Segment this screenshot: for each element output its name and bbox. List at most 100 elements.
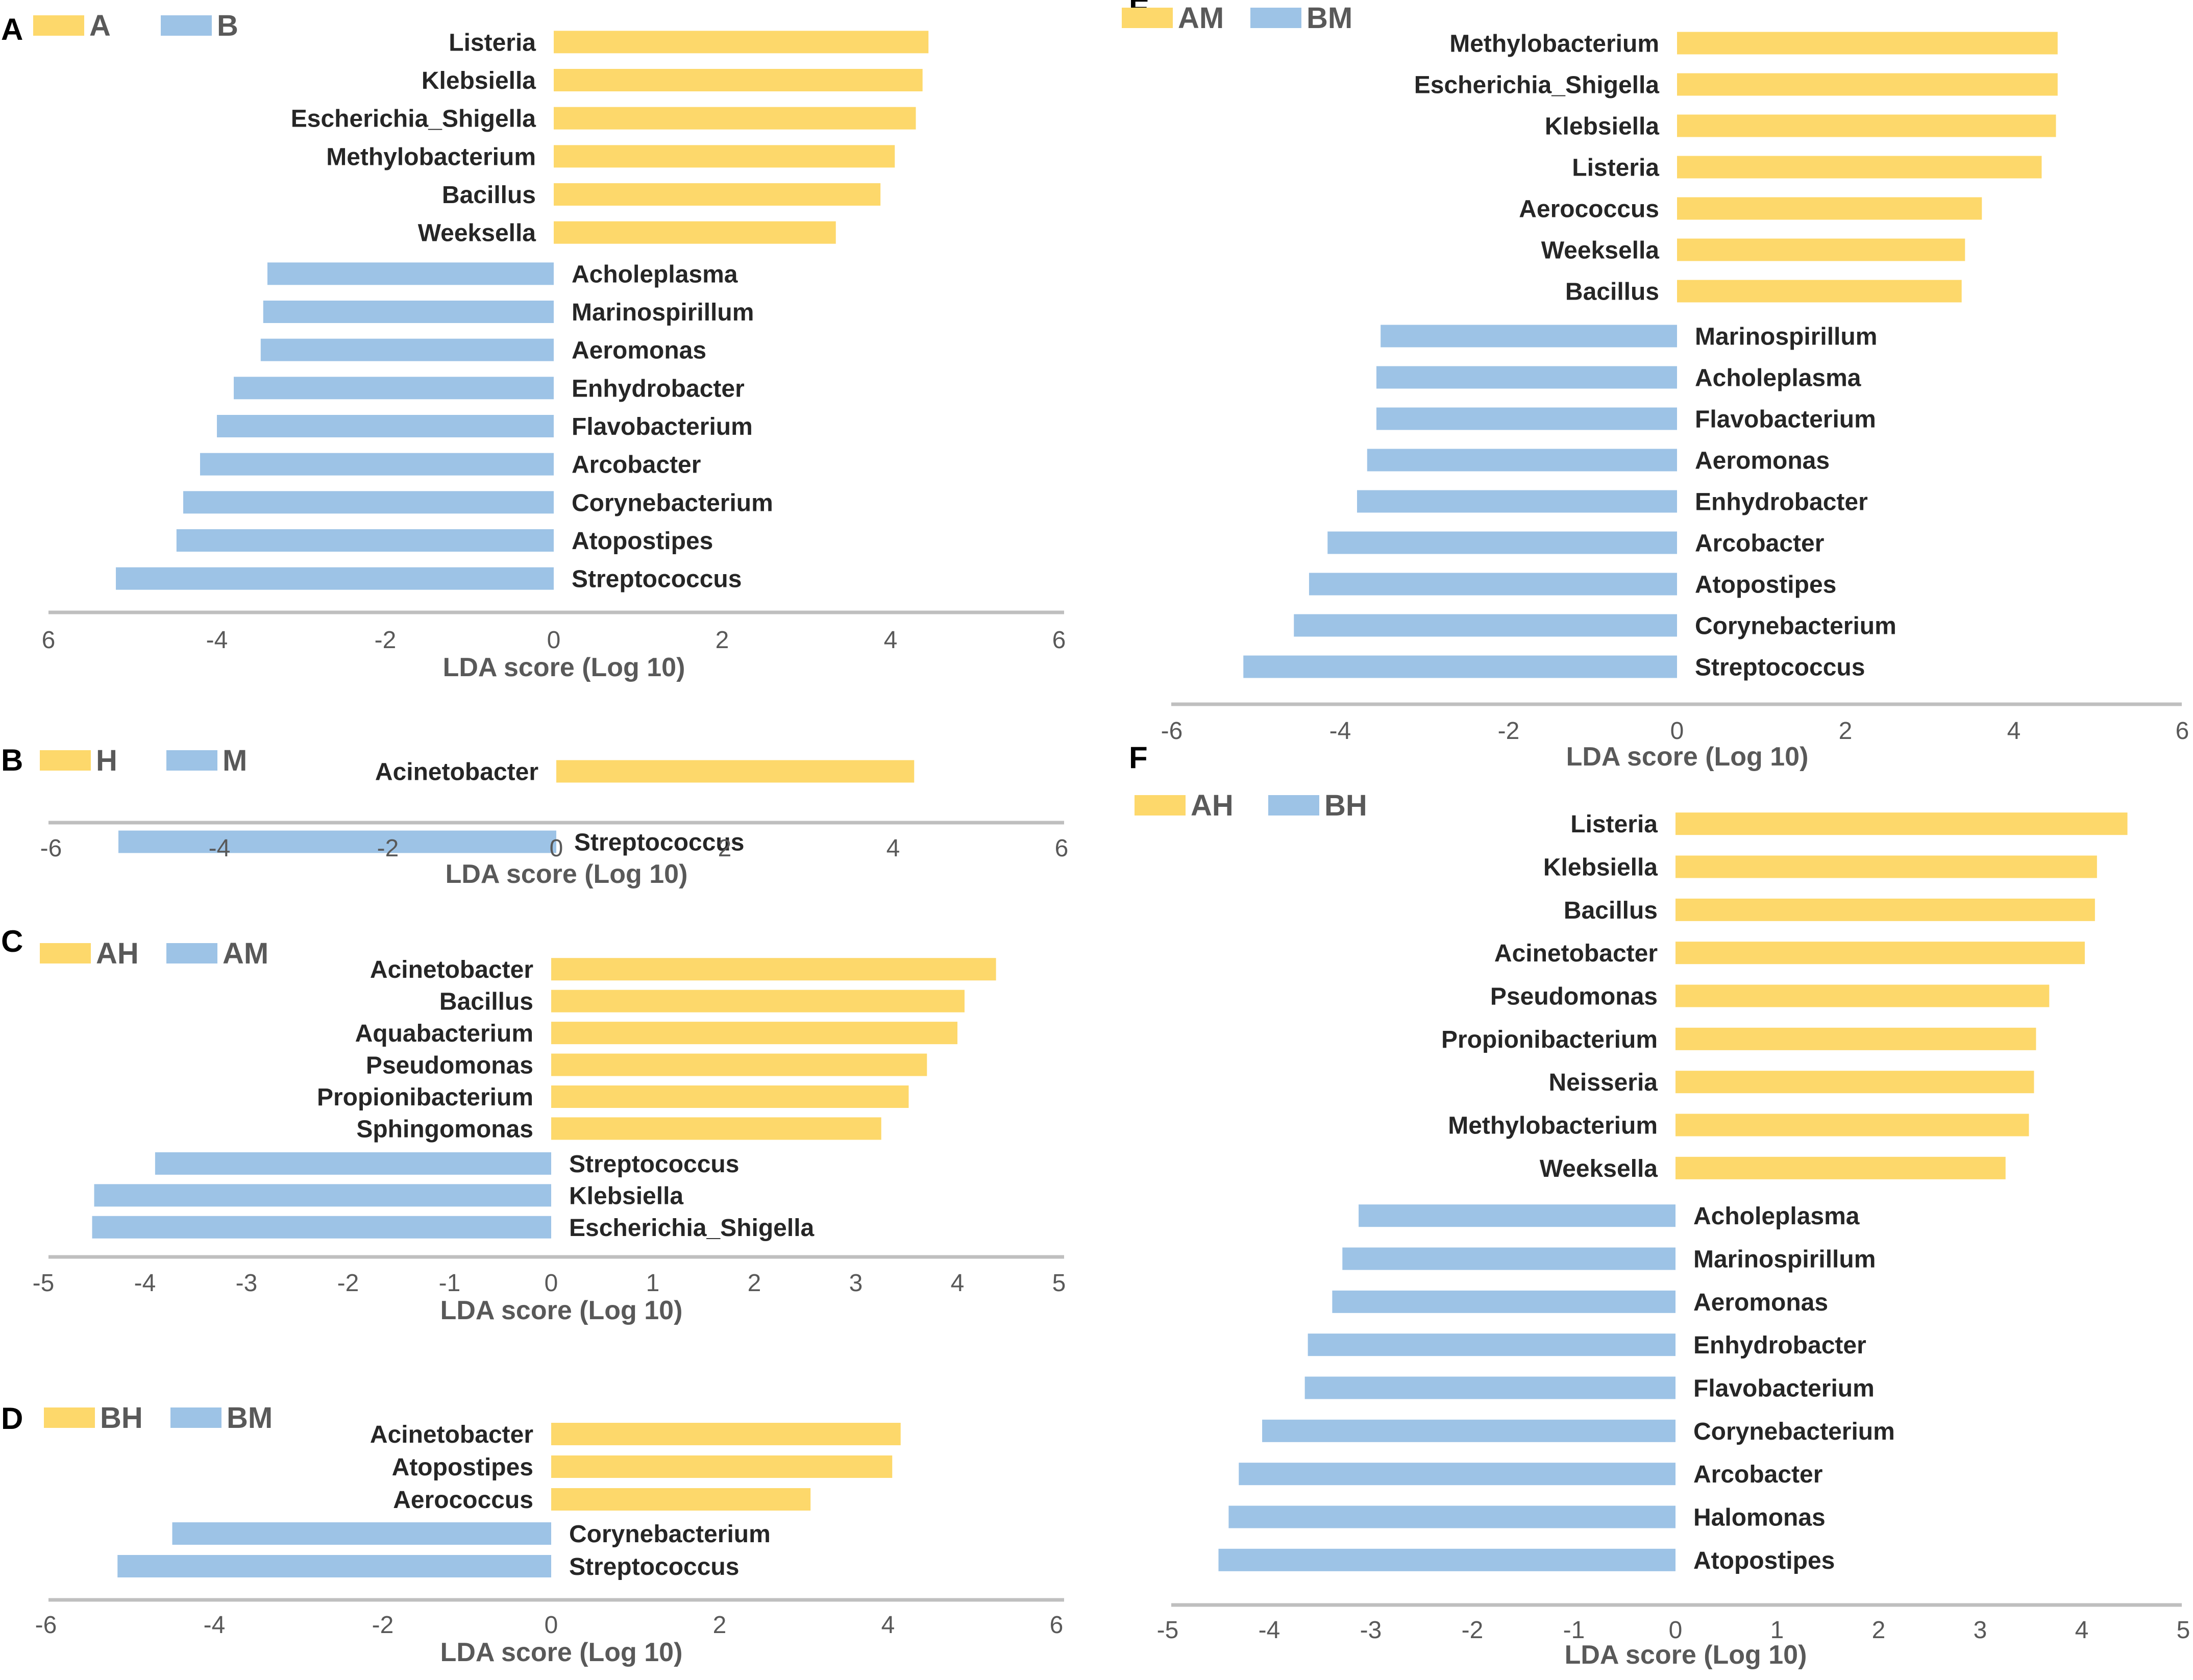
bar-positive [556, 760, 915, 783]
bar-label: Atopostipes [392, 1454, 533, 1481]
legend-swatch [33, 15, 84, 36]
legend-swatch [166, 943, 217, 963]
x-tick-label: 3 [1974, 1617, 1987, 1644]
bar-label: Arcobacter [572, 452, 701, 479]
x-tick-label: 2 [718, 835, 732, 862]
x-tick-label: 0 [550, 835, 563, 862]
bar-label: Streptococcus [572, 566, 742, 593]
bar-label: Streptococcus [1695, 654, 1865, 681]
bar-negative [118, 830, 556, 853]
bar-positive [554, 221, 836, 244]
bar-label: Pseudomonas [1490, 983, 1658, 1010]
x-tick-label: -4 [209, 835, 231, 862]
bar-positive [554, 145, 895, 168]
bar-negative [267, 262, 554, 285]
bar-label: Atopostipes [1693, 1547, 1835, 1574]
x-axis-title: LDA score (Log 10) [446, 859, 688, 889]
bar-label: Acholeplasma [1693, 1203, 1860, 1230]
bar-label: Listeria [1572, 155, 1659, 182]
x-axis-title: LDA score (Log 10) [1565, 1640, 1807, 1670]
bar-negative [1342, 1247, 1675, 1270]
x-tick-label: 2 [748, 1270, 761, 1297]
x-tick-label: -3 [236, 1270, 258, 1297]
panel-label: B [1, 743, 23, 777]
x-tick-label: 0 [1669, 1617, 1683, 1644]
bar-positive [551, 1423, 901, 1445]
bar-label: Klebsiella [1545, 113, 1659, 140]
bar-negative [116, 567, 554, 590]
bar-positive [1675, 1027, 2036, 1050]
bar-negative [1308, 1333, 1675, 1356]
x-tick-label: 5 [2177, 1617, 2190, 1644]
bar-label: Aquabacterium [355, 1020, 533, 1047]
bar-positive [551, 958, 996, 981]
bar-label: Marinospirillum [1695, 324, 1877, 351]
x-tick-label: 0 [545, 1612, 558, 1639]
bar-negative [1381, 325, 1677, 348]
bar-label: Corynebacterium [569, 1521, 771, 1548]
bar-positive [1677, 280, 1962, 303]
bar-label: Escherichia_Shigella [291, 106, 536, 133]
bar-label: Corynebacterium [572, 489, 773, 516]
bar-negative [1376, 407, 1677, 430]
bar-negative [217, 415, 554, 437]
x-axis-title: LDA score (Log 10) [440, 1296, 683, 1325]
bar-positive [551, 1117, 881, 1140]
x-tick-label: -1 [1563, 1617, 1585, 1644]
x-tick-label: -5 [1157, 1617, 1179, 1644]
bar-negative [94, 1184, 551, 1207]
x-tick-label: -6 [40, 835, 62, 862]
bar-negative [1327, 531, 1677, 554]
x-tick-label: -4 [206, 627, 228, 654]
bar-label: Acinetobacter [370, 956, 533, 983]
bar-negative [260, 338, 554, 361]
bar-label: Atopostipes [572, 528, 713, 555]
bar-label: Acholeplasma [1695, 365, 1861, 392]
bar-label: Acholeplasma [572, 261, 738, 288]
bar-label: Marinospirillum [572, 299, 754, 326]
bar-label: Klebsiella [1543, 854, 1658, 881]
bar-label: Listeria [449, 29, 536, 56]
bar-positive [554, 69, 923, 91]
bar-label: Pseudomonas [366, 1052, 533, 1079]
legend-swatch [44, 1407, 95, 1428]
x-tick-label: -2 [372, 1612, 394, 1639]
bar-positive [554, 183, 881, 206]
bar-positive [1675, 812, 2128, 835]
bar-label: Aerococcus [393, 1487, 533, 1514]
bar-label: Klebsiella [569, 1182, 683, 1209]
x-axis-title: LDA score (Log 10) [1566, 742, 1809, 772]
legend-label: BH [100, 1401, 143, 1435]
panel-label: D [1, 1401, 23, 1436]
bar-positive [1677, 238, 1965, 261]
x-tick-label: -2 [1498, 718, 1520, 745]
legend-swatch [170, 1407, 221, 1428]
bar-label: Propionibacterium [317, 1084, 533, 1111]
bar-label: Atopostipes [1695, 572, 1836, 599]
bar-label: Bacillus [439, 989, 533, 1016]
bar-label: Weeksella [1540, 1155, 1658, 1182]
legend-label: AH [96, 937, 139, 970]
bar-label: Marinospirillum [1693, 1246, 1876, 1273]
bar-label: Bacillus [1564, 897, 1658, 924]
bar-positive [1675, 898, 2095, 921]
bar-positive [1675, 984, 2050, 1007]
x-tick-label: -6 [35, 1612, 57, 1639]
bar-negative [92, 1216, 551, 1239]
x-tick-label: 4 [881, 1612, 895, 1639]
bar-positive [551, 1455, 893, 1478]
bar-negative [183, 491, 554, 514]
bar-label: Enhydrobacter [1693, 1332, 1866, 1359]
x-tick-label: 6 [1050, 1612, 1064, 1639]
panel-label: A [1, 12, 23, 46]
legend-label: BH [1324, 789, 1367, 822]
bar-negative [1304, 1376, 1675, 1399]
x-tick-label: -4 [1329, 718, 1351, 745]
bar-positive [551, 990, 965, 1012]
x-tick-label: 4 [884, 627, 898, 654]
bar-label: Enhydrobacter [1695, 489, 1868, 516]
bar-label: Acinetobacter [375, 759, 538, 786]
x-tick-label: 5 [1052, 1270, 1066, 1297]
bar-positive [554, 107, 916, 130]
